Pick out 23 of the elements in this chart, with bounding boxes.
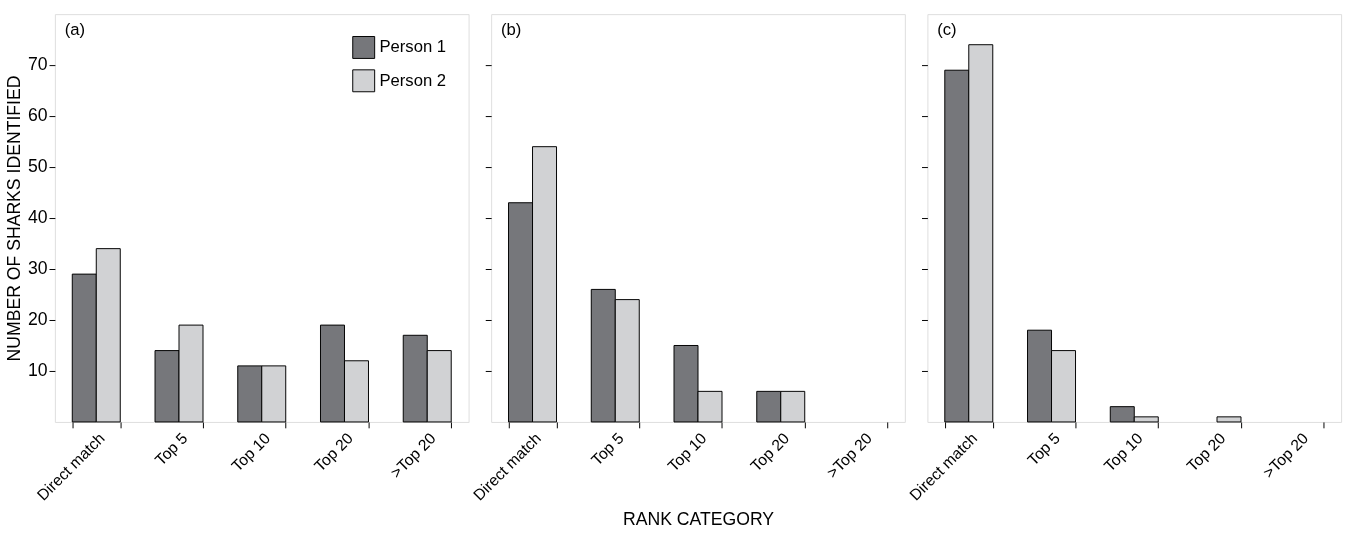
- x-tick-label: Top 10: [1100, 429, 1147, 475]
- y-tick-label: 60: [27, 105, 48, 126]
- x-tick-label: Top 5: [151, 429, 191, 469]
- x-tick-label: Top 20: [1183, 429, 1229, 475]
- x-tick-label: Top 10: [664, 429, 710, 475]
- x-tick-label: Top 5: [1024, 429, 1064, 469]
- x-tick-label: Top 20: [310, 429, 357, 475]
- x-tick-label: Top 20: [747, 429, 793, 475]
- legend-label: Person 1: [379, 37, 447, 57]
- y-tick-label: 70: [27, 54, 48, 75]
- x-tick-label: Top 10: [228, 429, 274, 475]
- chart-title: (b): [500, 19, 522, 39]
- y-tick-label: 40: [27, 207, 48, 228]
- y-axis-title: NUMBER OF SHARKS IDENTIFIED: [4, 75, 25, 362]
- y-tick-label: 30: [27, 258, 48, 279]
- y-tick-label: 20: [27, 309, 48, 330]
- y-tick-label: 10: [27, 360, 48, 381]
- x-tick-label: Top 5: [587, 429, 628, 469]
- chart-title: (c): [937, 19, 957, 39]
- y-tick-label: 50: [27, 156, 48, 177]
- chart-title: (a): [64, 19, 86, 39]
- x-axis-title: RANK CATEGORY: [622, 509, 775, 530]
- legend-label: Person 2: [379, 70, 447, 90]
